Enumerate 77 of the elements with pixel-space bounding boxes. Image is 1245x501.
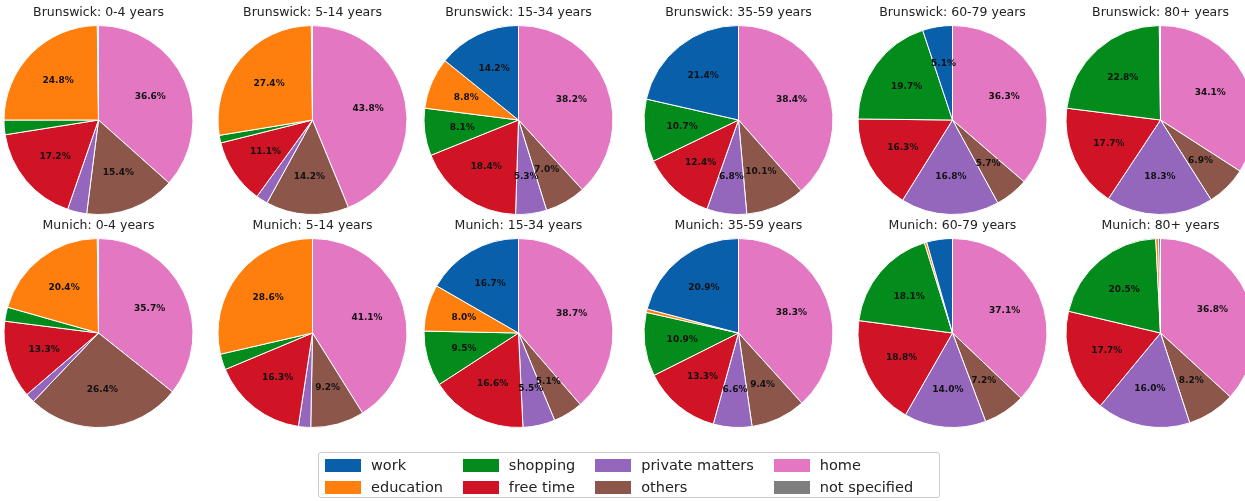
data-label: 16.3% (261, 372, 294, 383)
data-label: 24.8% (42, 74, 74, 85)
chart-title: Brunswick: 0-4 years (33, 3, 164, 19)
data-label: 18.8% (886, 352, 918, 363)
chart-title: Brunswick: 35-59 years (665, 3, 812, 19)
data-label: 28.6% (252, 292, 284, 303)
legend-label: free time (508, 479, 575, 495)
data-label: 18.4% (470, 160, 502, 171)
data-label: 8.2% (1178, 375, 1204, 386)
data-label: 6.9% (1187, 154, 1213, 165)
data-label: 17.2% (39, 150, 71, 161)
data-label: 36.8% (1196, 304, 1229, 315)
chart-title: Munich: 80+ years (1101, 216, 1220, 232)
data-label: 36.6% (134, 91, 166, 102)
chart-title: Munich: 15-34 years (454, 216, 583, 232)
data-label: 18.1% (893, 290, 925, 301)
data-label: 12.4% (685, 156, 717, 167)
legend-label: shopping (508, 457, 576, 473)
data-label: 20.9% (688, 282, 720, 293)
data-label: 13.3% (686, 371, 719, 382)
legend-label: others (641, 479, 688, 495)
data-label: 19.7% (891, 80, 923, 91)
data-label: 43.8% (352, 103, 384, 114)
data-label: 10.1% (745, 166, 777, 177)
data-label: 14.2% (478, 63, 510, 74)
chart-title: Brunswick: 60-79 years (879, 3, 1026, 19)
data-label: 34.1% (1194, 87, 1226, 98)
data-label: 9.2% (315, 381, 341, 392)
data-label: 36.3% (988, 90, 1020, 101)
data-label: 16.0% (1134, 383, 1166, 394)
data-label: 35.7% (133, 302, 166, 313)
data-label: 13.3% (28, 343, 60, 354)
data-label: 5.7% (975, 158, 1001, 169)
data-label: 22.8% (1107, 72, 1139, 83)
chart-title: Munich: 60-79 years (888, 216, 1017, 232)
data-label: 21.4% (687, 70, 719, 81)
data-label: 16.3% (887, 141, 919, 152)
data-label: 10.9% (666, 334, 698, 345)
data-label: 20.5% (1108, 283, 1140, 294)
data-label: 17.7% (1091, 345, 1123, 356)
data-label: 41.1% (351, 311, 383, 322)
data-label: 18.3% (1144, 171, 1176, 182)
data-label: 8.0% (451, 312, 477, 323)
legend-label: education (371, 479, 443, 495)
chart-title: Brunswick: 80+ years (1092, 3, 1229, 19)
data-label: 8.1% (449, 121, 475, 132)
data-label: 9.4% (750, 378, 776, 389)
data-label: 38.2% (555, 93, 587, 104)
data-label: 14.0% (932, 383, 964, 394)
data-label: 7.2% (971, 374, 997, 385)
data-label: 16.6% (477, 377, 509, 388)
data-label: 26.4% (86, 383, 119, 394)
data-label: 11.1% (249, 146, 282, 157)
data-label: 27.4% (253, 77, 285, 88)
legend-label: not specified (819, 479, 914, 495)
legend-label: work (371, 457, 407, 473)
data-label: 8.8% (453, 92, 479, 103)
data-label: 38.3% (775, 306, 808, 317)
chart-title: Munich: 35-59 years (674, 216, 803, 232)
data-label: 6.6% (722, 383, 748, 394)
data-label: 38.7% (556, 307, 588, 318)
legend-label: home (819, 457, 861, 473)
data-label: 38.4% (775, 94, 808, 105)
chart-title: Munich: 5-14 years (252, 216, 373, 232)
chart-title: Brunswick: 15-34 years (445, 3, 592, 19)
data-label: 15.4% (102, 167, 134, 178)
data-label: 20.4% (48, 282, 80, 293)
data-label: 9.5% (451, 342, 477, 353)
chart-title: Brunswick: 5-14 years (243, 3, 382, 19)
data-label: 16.7% (474, 278, 506, 289)
chart-title: Munich: 0-4 years (42, 216, 155, 232)
legend-label: private matters (641, 457, 754, 473)
data-label: 16.8% (935, 171, 967, 182)
data-label: 14.2% (293, 170, 325, 181)
data-label: 37.1% (988, 304, 1021, 315)
data-label: 17.7% (1093, 138, 1125, 148)
data-label: 10.7% (666, 120, 698, 131)
